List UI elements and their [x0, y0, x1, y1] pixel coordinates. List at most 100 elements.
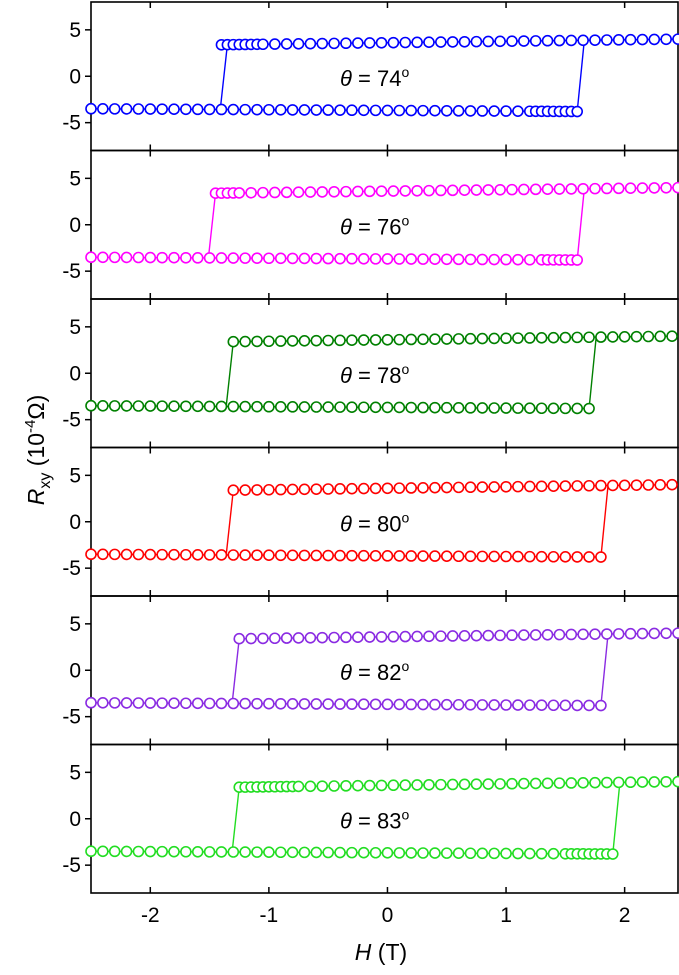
data-point — [500, 105, 512, 117]
data-point — [565, 777, 578, 789]
data-point — [666, 478, 678, 491]
data-point — [470, 778, 483, 790]
data-point — [672, 33, 679, 45]
data-point — [488, 402, 500, 414]
theta-annotation: θ = 76o — [340, 213, 409, 240]
data-point — [310, 401, 323, 413]
data-point — [529, 777, 542, 790]
data-point — [274, 846, 287, 859]
data-point — [476, 402, 489, 414]
switch-line-negative — [231, 638, 240, 704]
data-point — [601, 34, 613, 46]
data-point — [399, 185, 412, 197]
data-point — [203, 549, 216, 561]
data-point — [565, 183, 578, 195]
x-tick-label: 0 — [382, 904, 394, 927]
data-point — [120, 548, 133, 561]
data-point — [523, 480, 536, 493]
data-point — [369, 549, 382, 562]
data-point — [280, 38, 293, 50]
data-point — [500, 847, 512, 860]
data-point — [357, 334, 370, 346]
data-point — [168, 548, 180, 561]
data-point — [601, 182, 613, 195]
data-point — [636, 627, 649, 640]
data-point — [168, 697, 180, 709]
data-point — [440, 847, 453, 859]
data-point — [280, 186, 293, 199]
data-point — [571, 331, 584, 344]
data-point — [144, 400, 157, 412]
data-point — [589, 628, 601, 640]
data-point — [636, 776, 649, 788]
data-point — [589, 182, 601, 195]
data-point — [405, 847, 417, 859]
data-point — [286, 252, 299, 265]
data-point — [648, 776, 661, 788]
data-point — [589, 34, 601, 46]
data-point — [168, 400, 180, 412]
data-point — [144, 845, 157, 858]
data-point — [369, 253, 382, 265]
theta-annotation: θ = 80o — [340, 510, 409, 537]
data-point — [263, 483, 275, 496]
y-tick-label: -5 — [62, 260, 81, 283]
data-point — [535, 550, 548, 563]
y-tick-label: 5 — [69, 19, 81, 42]
data-point — [132, 103, 145, 115]
data-point — [263, 103, 275, 116]
data-point — [340, 185, 352, 198]
data-point — [601, 628, 613, 640]
y-tick-label: 5 — [69, 761, 81, 784]
data-point — [274, 549, 287, 562]
data-point — [440, 253, 453, 266]
data-point — [304, 780, 317, 793]
data-point — [559, 402, 572, 415]
data-point — [363, 185, 376, 198]
data-point — [595, 551, 607, 563]
data-point — [328, 37, 340, 50]
data-point — [559, 551, 572, 563]
data-point — [452, 333, 465, 345]
data-point — [435, 36, 447, 48]
data-point — [606, 331, 619, 343]
data-point — [393, 104, 406, 117]
data-point — [518, 183, 530, 196]
panel-6: -5 0 5 θ = 83o — [62, 743, 679, 894]
data-point — [316, 780, 329, 792]
data-point — [417, 333, 429, 346]
data-point — [606, 848, 619, 860]
data-point — [464, 105, 477, 117]
data-point — [488, 550, 500, 563]
data-point — [251, 846, 263, 858]
data-point — [322, 846, 334, 859]
data-point — [144, 251, 157, 264]
data-point — [310, 698, 323, 710]
data-point — [251, 697, 263, 710]
data-point — [132, 697, 145, 709]
data-point — [286, 335, 299, 347]
data-point — [393, 401, 406, 414]
data-point — [132, 400, 145, 412]
data-point — [612, 628, 625, 640]
data-point — [132, 251, 145, 264]
data-point — [660, 627, 672, 640]
data-point — [168, 251, 180, 264]
data-point — [506, 183, 518, 196]
data-point — [144, 103, 157, 115]
y-tick-label: -5 — [62, 409, 81, 432]
data-point — [298, 483, 311, 496]
data-point — [369, 401, 382, 414]
data-point — [488, 105, 500, 117]
data-point — [435, 778, 447, 791]
data-point — [263, 697, 275, 710]
data-point — [654, 330, 667, 343]
data-point — [541, 183, 554, 195]
data-point — [375, 779, 388, 792]
data-point — [636, 182, 649, 194]
data-point — [328, 631, 340, 644]
data-point — [316, 186, 329, 198]
data-point — [346, 698, 358, 710]
data-point — [375, 185, 388, 197]
data-point — [464, 402, 477, 414]
